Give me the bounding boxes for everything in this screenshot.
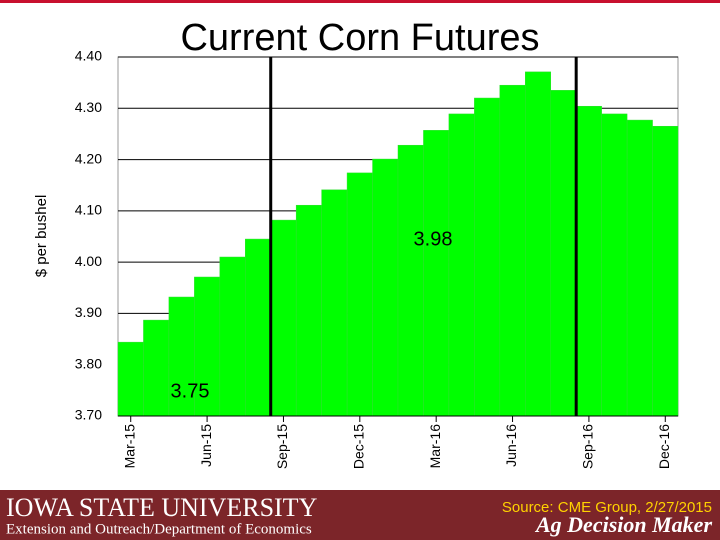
y-tick-label: 4.10 — [75, 202, 102, 218]
x-tick-label: Sep-15 — [274, 424, 290, 469]
university-name: Iowa State University — [6, 493, 318, 522]
bar — [245, 238, 271, 417]
bar — [168, 296, 195, 417]
x-tick-label: Jun-15 — [198, 424, 214, 467]
y-axis-label: $ per bushel — [33, 195, 50, 278]
bar — [550, 90, 577, 417]
x-tick-label: Mar-16 — [427, 424, 443, 469]
bar — [270, 219, 297, 417]
x-tick-label: Dec-15 — [351, 424, 367, 469]
bar — [372, 158, 399, 417]
x-tick-label: Sep-16 — [580, 424, 596, 469]
x-tick-label: Dec-16 — [656, 424, 672, 469]
bar — [219, 256, 246, 417]
bar — [652, 125, 679, 417]
y-tick-label: 4.20 — [75, 150, 102, 166]
top-rule — [0, 0, 720, 3]
x-tick-label: Mar-15 — [121, 424, 137, 469]
y-tick-label: 3.70 — [75, 407, 102, 423]
footer-band — [0, 490, 720, 540]
bar — [499, 84, 526, 417]
y-tick-label: 4.40 — [75, 48, 102, 64]
chart-title: Current Corn Futures — [180, 17, 539, 59]
y-tick-label: 3.90 — [75, 304, 102, 320]
source: Source: CME Group, 2/27/2015 — [502, 499, 712, 516]
bar — [626, 119, 653, 417]
y-tick-label: 3.80 — [75, 355, 102, 371]
bar — [295, 204, 322, 417]
x-tick-label: Jun-16 — [503, 424, 519, 467]
bar — [474, 97, 501, 417]
bar — [448, 113, 475, 417]
y-tick-label: 4.00 — [75, 253, 102, 269]
annotation: 3.75 — [171, 380, 210, 402]
bar — [397, 144, 424, 417]
brand: Ag Decision Maker — [534, 512, 712, 537]
bar — [143, 319, 170, 417]
bar — [321, 189, 348, 417]
bar — [575, 105, 602, 417]
bar — [346, 172, 373, 417]
annotation: 3.98 — [414, 228, 453, 250]
department: Extension and Outreach/Department of Eco… — [6, 521, 312, 537]
bar — [423, 130, 450, 417]
bar — [117, 341, 144, 417]
bar — [601, 113, 628, 417]
y-tick-label: 4.30 — [75, 99, 102, 115]
bar — [194, 276, 221, 417]
bar — [525, 71, 551, 417]
